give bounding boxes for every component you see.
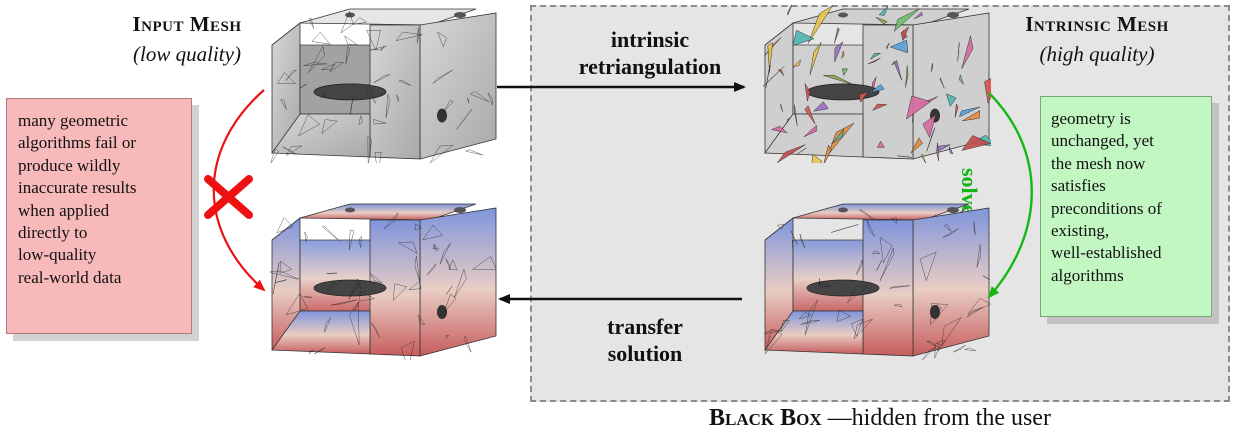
success-note-line: algorithms (1051, 265, 1124, 285)
black-box-caption-title: Black Box (709, 405, 822, 431)
solved-intrinsic-mesh-render (764, 203, 991, 360)
input-mesh-subtitle: (low quality) (133, 42, 241, 66)
success-note-line: satisfies (1051, 176, 1106, 196)
retriangulation-label-line: intrinsic (610, 27, 690, 52)
success-note-line: unchanged, yet (1051, 131, 1154, 151)
intrinsic-mesh-title: Intrinsic Mesh (1025, 12, 1169, 36)
failure-note-line: inaccurate results (18, 178, 137, 198)
fail-cross-icon (204, 175, 253, 219)
failure-note-line: real-world data (18, 267, 122, 287)
success-note-line: preconditions of (1051, 198, 1162, 218)
failure-note-line: low-quality (18, 245, 97, 265)
success-note: geometry is unchanged, yet the mesh now … (1040, 96, 1212, 317)
transfer-label: transfer solution (570, 313, 720, 367)
success-note-line: well-established (1051, 243, 1162, 263)
failure-note: many geometric algorithms fail or produc… (6, 98, 192, 334)
intrinsic-mesh-render (763, 5, 991, 163)
transfer-label-line: transfer (607, 314, 683, 339)
input-mesh-title: Input Mesh (132, 12, 242, 36)
failure-note-line: produce wildly (18, 155, 121, 175)
solve-arrow (987, 92, 1033, 299)
black-box-caption-text: —hidden from the user (821, 405, 1051, 431)
success-note-line: the mesh now (1051, 153, 1146, 173)
success-note-line: existing, (1051, 221, 1110, 241)
black-box-caption: Black Box —hidden from the user (545, 405, 1215, 432)
transfer-label-line: solution (607, 341, 683, 366)
retriangulation-label: intrinsic retriangulation (560, 26, 740, 80)
success-note-line: geometry is (1051, 109, 1131, 128)
mesh-block-faces (271, 203, 497, 357)
failure-note-line: when applied (18, 200, 110, 220)
intrinsic-mesh-subtitle: (high quality) (1039, 42, 1155, 66)
failure-note-line: many geometric (18, 111, 128, 130)
mesh-block-faces (764, 203, 990, 357)
failure-note-line: directly to (18, 223, 88, 243)
retriangulation-label-line: retriangulation (578, 54, 722, 79)
transferred-solution-mesh-render (270, 203, 497, 360)
mesh-block-faces (271, 8, 497, 160)
failure-note-line: algorithms fail or (18, 133, 137, 153)
fail-arrow (212, 89, 266, 292)
input-mesh-render (270, 8, 497, 163)
